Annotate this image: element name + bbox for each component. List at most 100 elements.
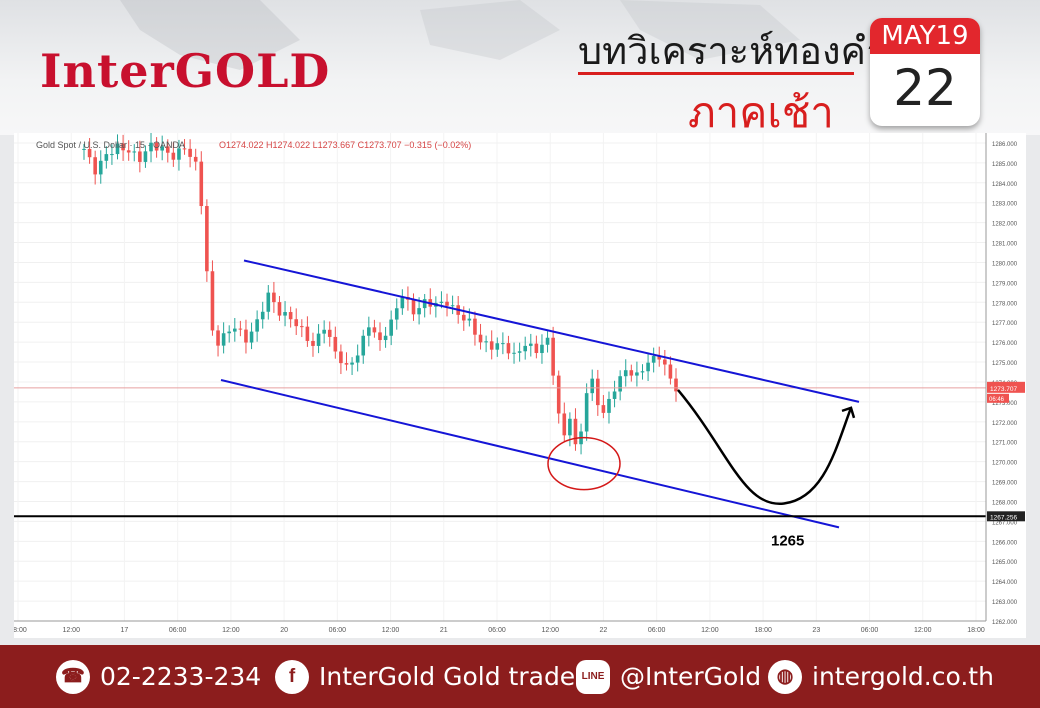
candle-body [411, 299, 416, 315]
facebook-icon: f [275, 659, 309, 694]
candle-body [322, 329, 326, 334]
candle-body [523, 345, 528, 352]
candle-body [484, 341, 488, 343]
calendar-month: MAY19 [870, 18, 980, 54]
x-tick-label: 06:00 [861, 627, 879, 634]
footer-website[interactable]: ◍ intergold.co.th [768, 645, 994, 708]
phone-icon: ☎ [56, 659, 90, 694]
candle-body [110, 154, 114, 156]
candle-body [121, 143, 125, 151]
support-tag-label: 1267.256 [990, 514, 1017, 521]
world-map-decoration [120, 0, 800, 70]
low-circle [547, 436, 621, 491]
y-tick-label: 1283.000 [992, 202, 1018, 208]
candle-body [160, 146, 164, 151]
session-title: ภาคเช้า [688, 88, 834, 137]
candle-body [590, 378, 595, 394]
chart-svg: 1265 1286.0001285.0001284.0001283.000128… [9, 131, 1026, 638]
candle-body [601, 405, 606, 413]
candle-body [450, 305, 455, 307]
y-tick-label: 1286.000 [992, 142, 1018, 148]
candle-body [350, 362, 354, 365]
candle-body [193, 156, 198, 162]
calendar-badge: MAY19 22 [870, 18, 980, 126]
title-underline [578, 72, 854, 75]
y-tick-label: 1266.000 [992, 540, 1018, 546]
chart-grid [14, 133, 986, 622]
footer-phone[interactable]: ☎ 02-2233-234 [56, 645, 261, 708]
candle-body [612, 391, 617, 399]
candle-body [188, 148, 192, 157]
y-tick-label: 1265.000 [992, 560, 1018, 566]
candle-body [495, 343, 500, 350]
candle-body [663, 359, 667, 365]
last-price-tag [987, 381, 1025, 393]
candle-body [400, 297, 405, 309]
candle-body [618, 376, 622, 392]
candle-body [272, 292, 276, 303]
candle-body [394, 308, 399, 320]
calendar-date: 22 [893, 59, 957, 117]
y-tick-label: 1277.000 [992, 321, 1018, 327]
candle-body [126, 150, 131, 153]
website-url: intergold.co.th [812, 662, 994, 691]
candle-body [372, 327, 377, 333]
y-tick-label: 1271.000 [992, 441, 1018, 447]
candle-body [623, 370, 628, 377]
x-tick-label: 12:00 [914, 627, 932, 634]
footer-facebook[interactable]: f InterGold Gold trade [275, 645, 575, 708]
countdown-label: 06:46 [989, 397, 1005, 403]
candle-body [545, 337, 550, 345]
y-tick-label: 1263.000 [992, 600, 1018, 606]
candle-body [657, 356, 662, 360]
y-tick-label: 1264.000 [992, 580, 1018, 586]
price-axis: 1286.000 1285.000 1284.000 1283.000 1282.000… [9, 133, 1026, 638]
support-tag [987, 511, 1025, 522]
x-tick-label: 23 [812, 627, 820, 634]
candle-body [210, 271, 215, 331]
candle-body [573, 418, 578, 445]
candle-body [138, 151, 142, 162]
footer-line[interactable]: LINE @InterGold [576, 645, 761, 708]
candle-body [98, 160, 103, 175]
candle-body [327, 329, 332, 337]
candle-body [232, 328, 237, 332]
y-tick-label: 1275.000 [992, 361, 1018, 367]
candle-body [596, 378, 600, 406]
candle-body [149, 142, 153, 152]
candle-body [361, 335, 366, 356]
annotation-lines: 1265 [14, 259, 986, 549]
y-tick-label: 1280.000 [992, 261, 1018, 267]
channel-upper-line [243, 259, 860, 403]
ohlc-readout: O1274.022 H1274.022 L1273.667 C1273.707 … [219, 140, 471, 150]
x-tick-label: 06:00 [169, 627, 187, 634]
candle-body [551, 337, 555, 376]
y-tick-label: 1270.000 [992, 461, 1018, 467]
x-tick-label: 06:00 [329, 627, 347, 634]
price-chart: 1265 1286.000 1285.000 1284.000 1283.000 128… [9, 131, 1026, 638]
candle-body [378, 332, 382, 341]
candle-body [668, 364, 673, 379]
candle-body [344, 363, 349, 365]
intergold-logo: InterGOLD [40, 44, 331, 98]
projection-arrowhead [841, 406, 856, 419]
facebook-name: InterGold Gold trade [319, 662, 576, 691]
candle-body [87, 148, 92, 158]
candle-body [439, 301, 444, 303]
candle-body [568, 418, 572, 436]
candle-body [249, 331, 254, 343]
candle-body [355, 355, 360, 363]
candle-body [383, 335, 388, 341]
candle-body [517, 351, 522, 353]
x-tick-label: 18:00 [754, 627, 772, 634]
candle-body [283, 312, 287, 316]
candle-body [82, 148, 86, 150]
candle-body [556, 375, 561, 414]
candle-body [182, 148, 187, 150]
candle-body [300, 326, 304, 328]
projection-curve [677, 389, 853, 505]
candle-body [238, 328, 243, 330]
symbol-label: Gold Spot / U.S. Dollar · 15 · OANDA [36, 140, 185, 150]
candle-body [467, 318, 472, 321]
y-tick-label: 1262.000 [992, 620, 1018, 626]
